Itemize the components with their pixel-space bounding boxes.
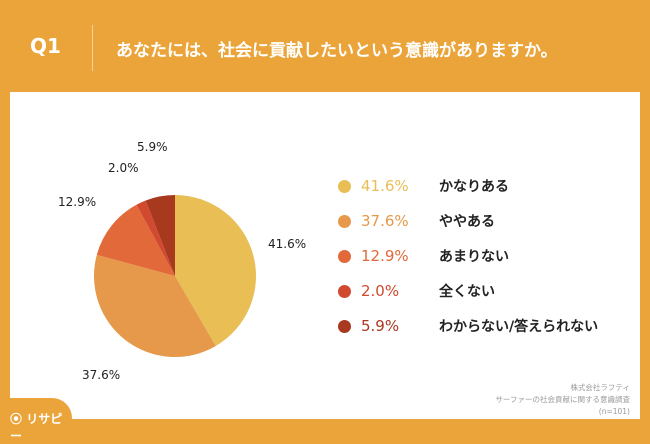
divider [92,25,93,71]
source-note: 株式会社ラフティ サーファーの社会貢献に関する意識調査 (n=101) [495,382,630,418]
data-label: 2.0% [108,161,139,175]
legend-item: 12.9% あまりない [338,246,509,266]
legend-item: 37.6% ややある [338,211,495,231]
data-label: 41.6% [268,237,307,251]
source-company: 株式会社ラフティ [570,383,630,392]
legend-value: 41.6% [361,177,409,195]
pie-chart [94,195,256,357]
question-title: あなたには、社会に貢献したいという意識がありますか。 [116,41,558,61]
legend-item: 5.9% わからない/答えられない [338,316,598,336]
legend-dot-icon [338,179,351,193]
logo: ⦿ リサピー [0,398,72,443]
legend-value: 2.0% [361,282,400,300]
legend-label: わからない/答えられない [439,319,599,335]
data-label: 5.9% [137,140,168,154]
legend-item: 2.0% 全くない [338,281,495,301]
pie-slice [96,204,175,276]
legend-dot-icon [338,284,351,298]
pie-slice [94,254,216,357]
pie-slice [145,195,175,276]
data-label: 37.6% [82,368,121,382]
legend-item: 41.6% かなりある [338,176,509,196]
header: Q1 あなたには、社会に貢献したいという意識がありますか。 [0,0,650,92]
legend-label: かなりある [439,179,509,195]
legend-label: ややある [439,214,495,230]
data-label: 12.9% [58,195,97,209]
legend-value: 12.9% [361,247,409,265]
legend-label: あまりない [439,249,509,265]
legend-label: 全くない [439,284,495,300]
sample-size: (n=101) [598,407,630,416]
pin-icon: ⦿ [10,412,23,426]
legend-dot-icon [338,214,351,228]
question-number: Q1 [30,34,61,58]
pie-slice [175,195,256,346]
pie-slice [136,200,175,276]
legend-value: 37.6% [361,212,409,230]
legend-dot-icon [338,249,351,263]
legend-value: 5.9% [361,317,400,335]
source-survey: サーファーの社会貢献に関する意識調査 [495,395,630,404]
legend-dot-icon [338,319,351,333]
